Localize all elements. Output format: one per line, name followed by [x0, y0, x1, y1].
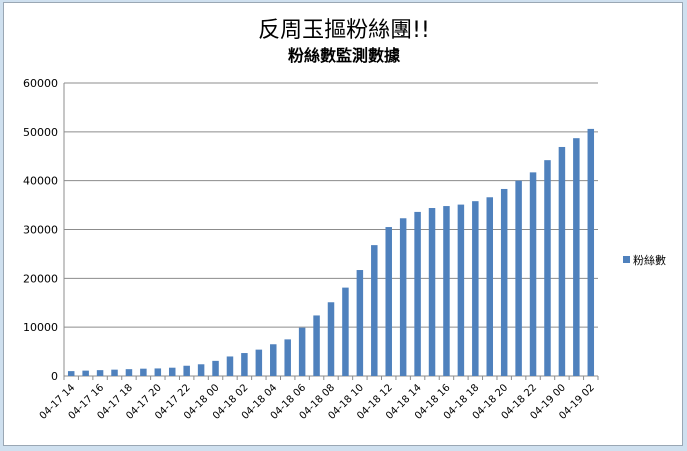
bar: [197, 364, 205, 376]
bar: [327, 302, 335, 376]
y-tick-labels: 0 10000 20000 30000 40000 50000 60000: [23, 77, 58, 383]
bar: [544, 160, 551, 376]
bar: [82, 370, 89, 376]
chart-title: 反周玉摳粉絲團!!: [258, 18, 430, 43]
gridlines: [64, 82, 598, 328]
y-tick-label: 50000: [23, 126, 58, 139]
bar: [284, 339, 291, 376]
bar: [443, 206, 450, 376]
y-tick-label: 0: [51, 370, 58, 383]
y-tick-label: 30000: [23, 224, 58, 237]
bar: [168, 367, 176, 376]
bar: [96, 370, 104, 376]
y-tick-label: 40000: [23, 175, 58, 188]
bar: [399, 218, 407, 376]
bar: [313, 315, 320, 376]
bar: [385, 227, 392, 376]
bar: [457, 204, 465, 376]
bar: [111, 369, 118, 376]
bar: [428, 208, 436, 376]
bar: [414, 211, 421, 376]
y-tick-label: 60000: [23, 77, 58, 90]
chart-subtitle: 粉絲數監測數據: [288, 46, 401, 65]
bar: [529, 172, 537, 376]
legend-label: 粉絲數: [633, 253, 666, 267]
legend-swatch: [623, 256, 630, 263]
bar: [558, 146, 566, 376]
bar: [183, 365, 190, 376]
bar: [298, 327, 306, 376]
y-tick-label: 10000: [23, 321, 58, 334]
bar: [500, 188, 508, 376]
bar: [67, 371, 75, 376]
axes: [63, 83, 599, 380]
chart-svg: 反周玉摳粉絲團!! 粉絲數監測數據 0 10000 20000 30000 40000 5…: [23, 18, 666, 422]
bar: [356, 270, 364, 376]
bar: [371, 245, 378, 376]
chart-frame: 反周玉摳粉絲團!! 粉絲數監測數據 0 10000 20000 30000 40000 5…: [3, 2, 683, 446]
bar: [226, 356, 234, 376]
bar: [342, 287, 349, 376]
bar: [154, 368, 162, 376]
bar: [515, 180, 522, 376]
bar: [587, 128, 595, 376]
bar: [486, 197, 494, 376]
y-tick-label: 20000: [23, 272, 58, 285]
bar: [125, 369, 133, 376]
bar: [241, 353, 248, 376]
bar: [255, 349, 263, 376]
bar: [472, 201, 479, 376]
bar: [270, 344, 277, 376]
bar: [212, 360, 219, 376]
bars: [67, 128, 595, 376]
bar: [140, 368, 147, 376]
bar: [573, 138, 580, 376]
legend: 粉絲數: [623, 253, 666, 267]
